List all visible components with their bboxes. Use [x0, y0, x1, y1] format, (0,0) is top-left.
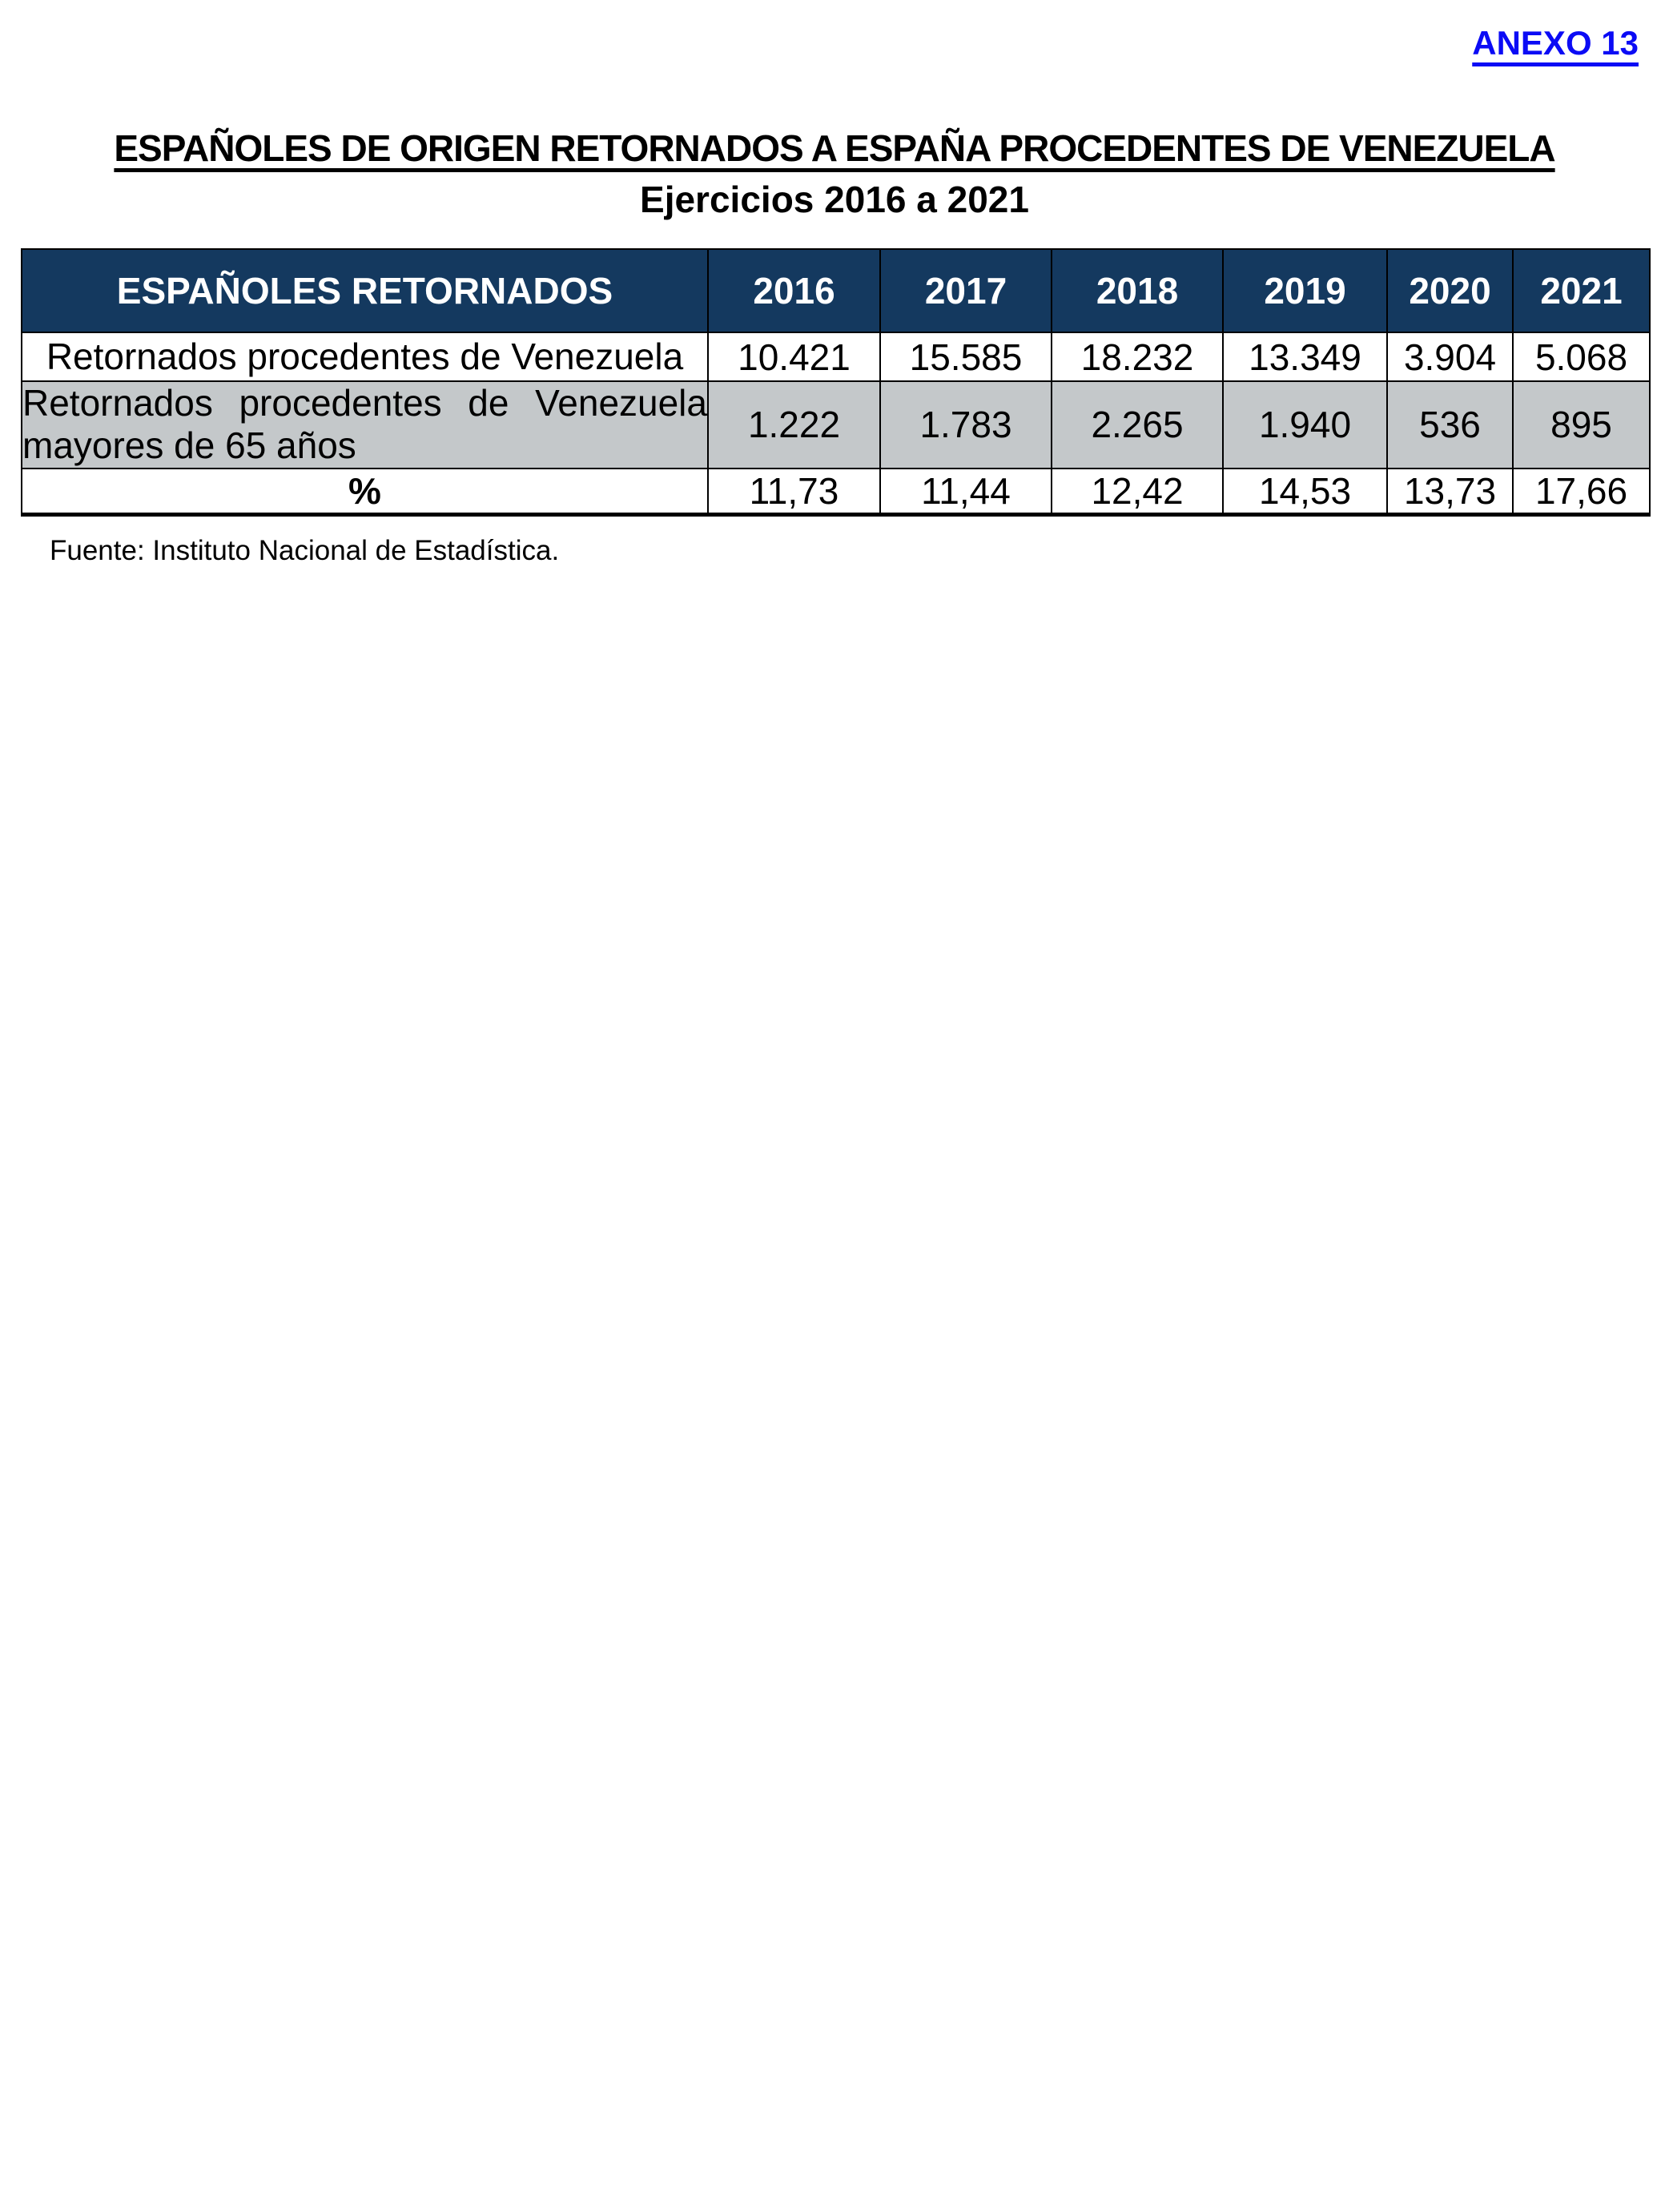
table-cell: 11,73	[707, 467, 881, 516]
column-header-2019: 2019	[1222, 248, 1388, 333]
column-header-2016: 2016	[707, 248, 881, 333]
anexo-label: ANEXO 13	[1472, 24, 1639, 62]
table-cell: 14,53	[1222, 467, 1388, 516]
source-note: Fuente: Instituto Nacional de Estadístic…	[50, 535, 560, 566]
table-cell: 18.232	[1051, 332, 1224, 382]
table-cell: 13.349	[1222, 332, 1388, 382]
table-cell: 12,42	[1051, 467, 1224, 516]
column-header-2020: 2020	[1386, 248, 1514, 333]
table-row-retornados-mayores-65: Retornados procedentes de Venezuela mayo…	[21, 380, 1651, 469]
table-cell: 5.068	[1512, 332, 1651, 382]
table-cell: 11,44	[879, 467, 1052, 516]
document-subtitle: Ejercicios 2016 a 2021	[640, 179, 1029, 220]
table-cell: 536	[1386, 380, 1514, 469]
table-header-row: ESPAÑOLES RETORNADOS 2016 2017 2018 2019…	[21, 248, 1651, 333]
column-header-2017: 2017	[879, 248, 1052, 333]
table-cell: 2.265	[1051, 380, 1224, 469]
retornados-table: ESPAÑOLES RETORNADOS 2016 2017 2018 2019…	[21, 248, 1651, 517]
table-cell: 1.222	[707, 380, 881, 469]
document-title: ESPAÑOLES DE ORIGEN RETORNADOS A ESPAÑA …	[114, 127, 1555, 169]
table-row-retornados: Retornados procedentes de Venezuela 10.4…	[21, 332, 1651, 382]
column-header-2021: 2021	[1512, 248, 1651, 333]
row-label: Retornados procedentes de Venezuela mayo…	[21, 380, 709, 469]
table-cell: 15.585	[879, 332, 1052, 382]
column-header-label: ESPAÑOLES RETORNADOS	[21, 248, 709, 333]
table-cell: 895	[1512, 380, 1651, 469]
table-cell: 13,73	[1386, 467, 1514, 516]
row-label-percentage: %	[21, 467, 709, 516]
table-cell: 10.421	[707, 332, 881, 382]
table-cell: 1.783	[879, 380, 1052, 469]
table-cell: 1.940	[1222, 380, 1388, 469]
row-label: Retornados procedentes de Venezuela	[21, 332, 709, 382]
table-cell: 3.904	[1386, 332, 1514, 382]
column-header-2018: 2018	[1051, 248, 1224, 333]
table-cell: 17,66	[1512, 467, 1651, 516]
table-row-percentage: % 11,73 11,44 12,42 14,53 13,73 17,66	[21, 467, 1651, 516]
